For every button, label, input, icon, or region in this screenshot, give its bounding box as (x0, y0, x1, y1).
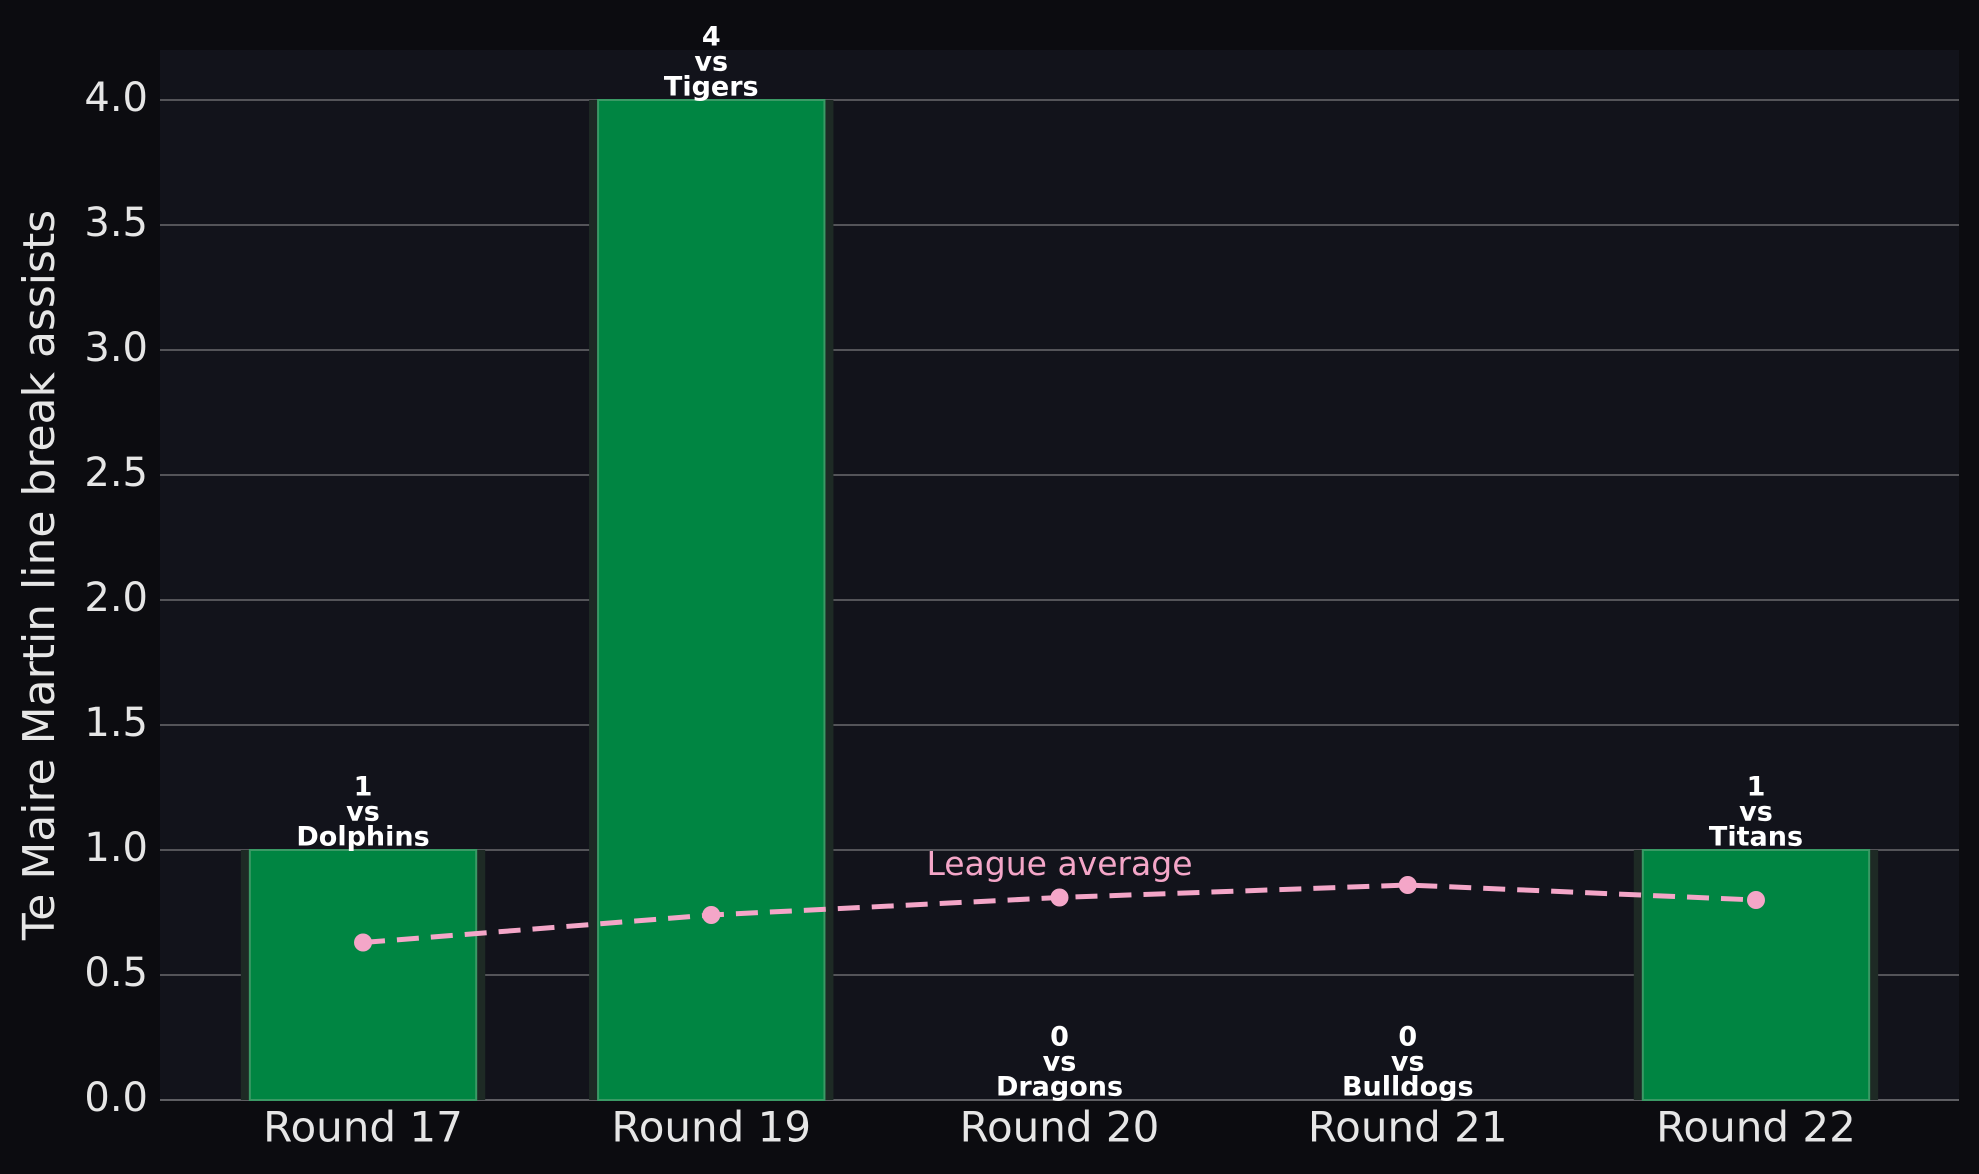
vs-label: vs (694, 47, 728, 78)
value-label: 0 (1398, 1022, 1417, 1053)
y-tick-label: 0.0 (84, 1075, 148, 1121)
x-tick-label: Round 17 (263, 1103, 463, 1152)
x-tick-label: Round 20 (960, 1103, 1160, 1152)
vs-label: vs (346, 797, 380, 828)
league-average-point (1050, 888, 1069, 907)
y-tick-label: 3.5 (84, 200, 148, 246)
league-average-label: League average (926, 844, 1192, 883)
x-tick-label: Round 19 (611, 1103, 811, 1152)
value-label: 4 (702, 22, 721, 53)
bar (1641, 849, 1871, 1101)
x-tick-label: Round 22 (1656, 1103, 1856, 1152)
value-label: 0 (1050, 1022, 1069, 1053)
league-average-point (1398, 876, 1417, 894)
y-tick-label: 1.0 (84, 825, 148, 871)
bar (597, 99, 826, 1101)
opponent-label: Dolphins (296, 822, 429, 853)
league-average-point (702, 906, 721, 924)
y-tick-label: 2.5 (84, 450, 148, 496)
y-tick-label: 0.5 (84, 950, 148, 996)
y-tick-label: 2.0 (84, 575, 148, 621)
y-axis-label: Te Maire Martin line break assists (14, 210, 65, 941)
opponent-label: Dragons (996, 1072, 1123, 1103)
y-tick-label: 3.0 (84, 325, 148, 371)
bar (248, 849, 478, 1101)
league-average-point (354, 933, 373, 952)
y-tick-label: 1.5 (84, 700, 148, 746)
x-tick-label: Round 21 (1308, 1103, 1508, 1152)
value-label: 1 (354, 772, 373, 803)
opponent-label: Titans (1709, 822, 1803, 853)
vs-label: vs (1391, 1047, 1425, 1078)
value-label: 1 (1747, 772, 1766, 803)
league-average-point (1746, 891, 1765, 909)
y-tick-label: 4.0 (84, 75, 148, 121)
vs-label: vs (1043, 1047, 1077, 1078)
opponent-label: Bulldogs (1342, 1072, 1474, 1103)
opponent-label: Tigers (664, 72, 759, 103)
vs-label: vs (1739, 797, 1773, 828)
